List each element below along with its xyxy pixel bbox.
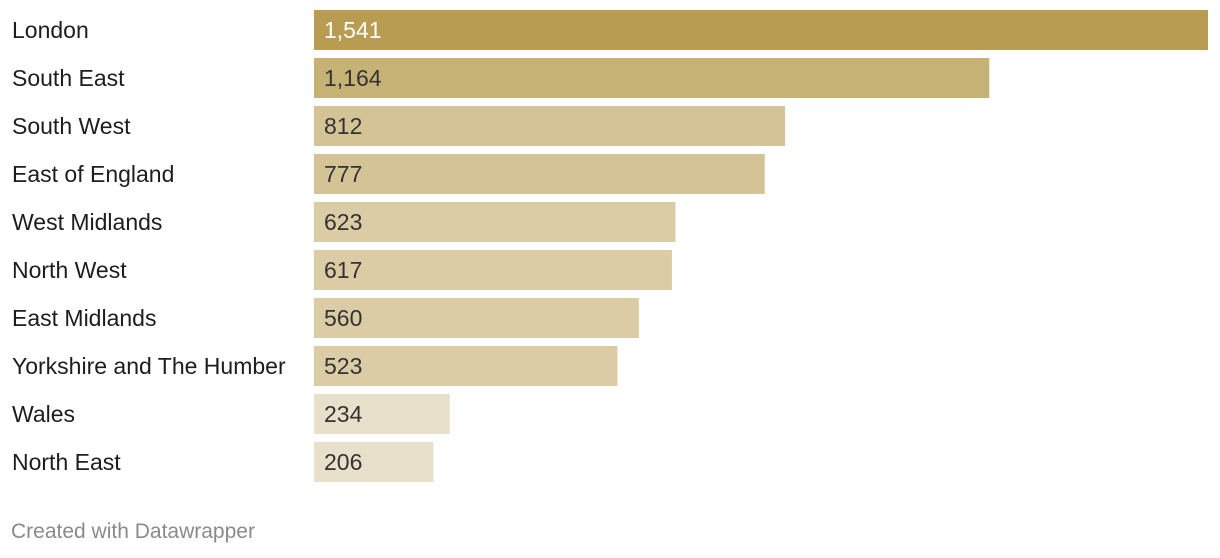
value-label: 812 [324, 113, 362, 139]
category-label: Wales [12, 401, 75, 427]
category-label: East of England [12, 161, 174, 187]
value-label: 523 [324, 353, 362, 379]
bar-row: South West 812 [12, 106, 786, 146]
category-label: South West [12, 113, 131, 139]
bar-row: Wales 234 [12, 394, 450, 434]
value-label: 234 [324, 401, 363, 427]
category-label: South East [12, 65, 125, 91]
value-label: 617 [324, 257, 362, 283]
bar-chart: London 1,541 South East 1,164 South West 812 E… [12, 10, 1208, 482]
bar [314, 298, 639, 338]
bar-row: London 1,541 [12, 10, 1208, 50]
bar-row: North East 206 [12, 442, 434, 482]
category-label: Yorkshire and The Humber [12, 353, 286, 379]
bar-row: South East 1,164 [12, 58, 990, 98]
bar [314, 394, 450, 434]
bar [314, 106, 786, 146]
bar [314, 58, 990, 98]
category-label: West Midlands [12, 209, 162, 235]
value-label: 560 [324, 305, 362, 331]
value-label: 206 [324, 449, 362, 475]
bar-row: West Midlands 623 [12, 202, 676, 242]
bar [314, 202, 676, 242]
value-label: 623 [324, 209, 362, 235]
bar-row: Yorkshire and The Humber 523 [12, 346, 618, 386]
value-label: 1,541 [324, 17, 382, 43]
bar [314, 10, 1208, 50]
category-label: North East [12, 449, 121, 475]
bar-row: East of England 777 [12, 154, 765, 194]
category-label: London [12, 17, 89, 43]
bar [314, 346, 618, 386]
bar [314, 154, 765, 194]
category-label: North West [12, 257, 127, 283]
value-label: 777 [324, 161, 362, 187]
value-label: 1,164 [324, 65, 382, 91]
bar-row: East Midlands 560 [12, 298, 639, 338]
bar [314, 250, 672, 290]
datawrapper-credit[interactable]: Created with Datawrapper [11, 520, 255, 543]
bar [314, 442, 434, 482]
bar-row: North West 617 [12, 250, 672, 290]
category-label: East Midlands [12, 305, 156, 331]
